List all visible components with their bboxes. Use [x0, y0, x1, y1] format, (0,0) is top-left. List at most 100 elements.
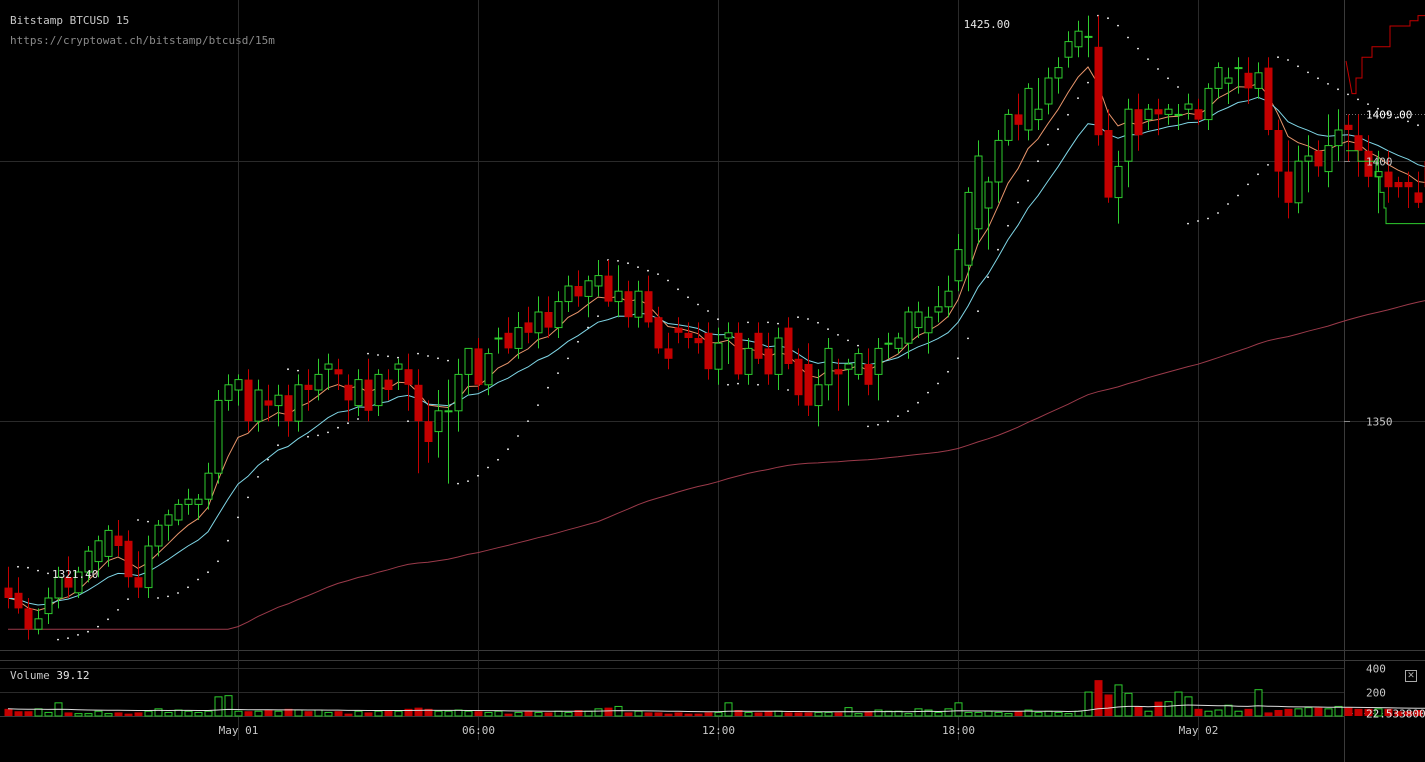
volume-bar [1154, 701, 1163, 716]
sar-dot [1127, 36, 1129, 39]
candle-body [54, 576, 63, 599]
volume-bar [854, 713, 863, 717]
candle-body [724, 332, 733, 339]
sar-dot [927, 391, 929, 394]
candle-body [774, 337, 783, 375]
candle-body [414, 384, 423, 422]
volume-bar [654, 712, 663, 716]
candle-body [1034, 108, 1043, 121]
candle-body [114, 535, 123, 546]
sar-dot [377, 354, 379, 356]
candle-body [514, 327, 523, 349]
volume-bar [704, 712, 713, 716]
volume-bar [1234, 710, 1243, 717]
sar-dot [1397, 116, 1399, 119]
candle-body [574, 286, 583, 297]
volume-bar [1334, 705, 1343, 717]
volume-bar [124, 713, 133, 716]
sar-dot [127, 598, 129, 600]
volume-bar [874, 709, 883, 717]
x-tick-label: May 02 [1179, 724, 1219, 737]
candle-body [314, 373, 323, 391]
volume-bar [184, 710, 193, 717]
candle-body [264, 400, 273, 406]
x-tick-label: 06:00 [462, 724, 495, 737]
volume-bar [504, 713, 513, 716]
price-annotation: 1425.00 [964, 18, 1010, 31]
candle-body [1144, 108, 1153, 121]
sar-dot [1317, 77, 1319, 80]
sar-dot [977, 310, 979, 313]
volume-bar [44, 711, 53, 717]
sar-dot [1007, 224, 1009, 227]
candle-body [804, 364, 813, 406]
candle-body [1364, 150, 1373, 177]
sar-dot [527, 420, 529, 422]
volume-bar [1284, 708, 1293, 716]
volume-bar [1374, 708, 1383, 717]
volume-bar [594, 708, 603, 717]
sar-dot [617, 260, 619, 262]
candle-body [604, 275, 613, 302]
candle-body [1224, 77, 1233, 84]
candle-body [44, 597, 53, 615]
candle-body [1304, 155, 1313, 162]
candle-body [214, 399, 223, 474]
candle-body [94, 540, 103, 563]
volume-bar [524, 711, 533, 716]
close-icon[interactable]: ✕ [1405, 670, 1417, 682]
volume-bar [344, 713, 353, 716]
sar-dot [1077, 97, 1079, 99]
volume-bar [824, 711, 833, 717]
candle-body [914, 311, 923, 329]
volume-bar [864, 711, 873, 716]
sar-dot [1117, 24, 1119, 27]
chart-url[interactable]: https://cryptowat.ch/bitstamp/btcusd/15m [10, 34, 275, 47]
sar-dot [947, 370, 949, 373]
sar-dot [567, 357, 569, 360]
candle-body [1194, 109, 1203, 120]
volume-current-label: 22.533800 [1366, 708, 1425, 721]
sar-dot [197, 578, 199, 581]
candle-body [324, 363, 333, 370]
volume-bar [1384, 708, 1393, 716]
sar-dot [1267, 164, 1269, 166]
candle-body [1394, 182, 1403, 188]
sar-dot [787, 389, 789, 391]
sar-dot [767, 321, 769, 324]
candle-body [844, 363, 853, 370]
sar-dot [857, 344, 859, 347]
volume-bar [664, 713, 673, 716]
volume-bar [994, 711, 1003, 717]
volume-tick-label: 200 [1366, 687, 1386, 700]
candle-body [464, 347, 473, 375]
volume-bar [934, 711, 943, 717]
candle-body [344, 384, 353, 401]
bid-depth-line [1346, 150, 1425, 225]
volume-bar [1084, 691, 1093, 717]
candle-body [1294, 160, 1303, 204]
sar-dot [1017, 201, 1019, 204]
volume-bar [774, 710, 783, 717]
candle-body [1184, 103, 1193, 110]
volume-bar [114, 712, 123, 716]
sar-dot [1257, 173, 1259, 176]
sar-dot [1037, 160, 1039, 163]
volume-bar [1074, 710, 1083, 717]
volume-bar [1294, 708, 1303, 717]
candle-body [404, 369, 413, 385]
volume-bar [924, 709, 933, 717]
sar-dot [867, 425, 869, 428]
sar-dot [697, 303, 699, 306]
candle-body [664, 348, 673, 359]
sar-dot [137, 519, 139, 521]
candle-body [1014, 114, 1023, 125]
sar-dot [997, 248, 999, 251]
candle-body [644, 291, 653, 323]
sar-dot [317, 434, 319, 437]
candle-body [534, 311, 543, 334]
volume-bar [4, 708, 13, 716]
sar-dot [147, 520, 149, 523]
volume-bar [1044, 710, 1053, 717]
